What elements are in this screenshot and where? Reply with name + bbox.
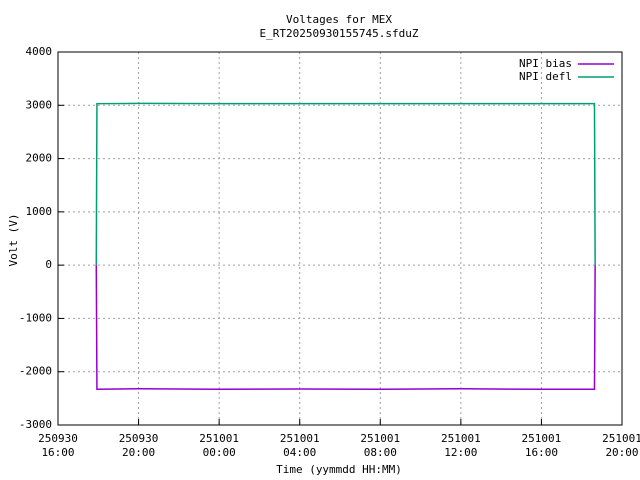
- series-line: [95, 265, 596, 391]
- plot-border: [57, 51, 623, 426]
- y-tick-label: 2000: [26, 152, 53, 165]
- y-tick-label: -2000: [19, 365, 52, 378]
- y-tick-label: 3000: [26, 98, 53, 111]
- y-tick-label: 4000: [26, 45, 53, 58]
- x-tick-label: 250930 20:00: [119, 432, 159, 459]
- x-tick-label: 251001 00:00: [199, 432, 239, 459]
- legend-label: NPI bias: [519, 57, 572, 70]
- x-axis-label: Time (yymmdd HH:MM): [276, 463, 402, 476]
- x-tick-label: 250930 16:00: [38, 432, 78, 459]
- chart-title: Voltages for MEX: [286, 13, 392, 26]
- legend-label: NPI defl: [519, 70, 572, 83]
- x-tick-label: 251001 08:00: [360, 432, 400, 459]
- y-tick-label: -3000: [19, 418, 52, 431]
- x-tick-label: 251001 04:00: [280, 432, 320, 459]
- series-line: [95, 102, 596, 266]
- x-tick-label: 251001 16:00: [522, 432, 562, 459]
- y-tick-label: -1000: [19, 311, 52, 324]
- y-tick-label: 0: [45, 258, 52, 271]
- y-axis-label: Volt (V): [7, 214, 20, 267]
- x-tick-label: 251001 20:00: [602, 432, 640, 459]
- y-tick-label: 1000: [26, 205, 53, 218]
- chart-subtitle: E_RT20250930155745.sfduZ: [260, 27, 419, 40]
- x-tick-label: 251001 12:00: [441, 432, 481, 459]
